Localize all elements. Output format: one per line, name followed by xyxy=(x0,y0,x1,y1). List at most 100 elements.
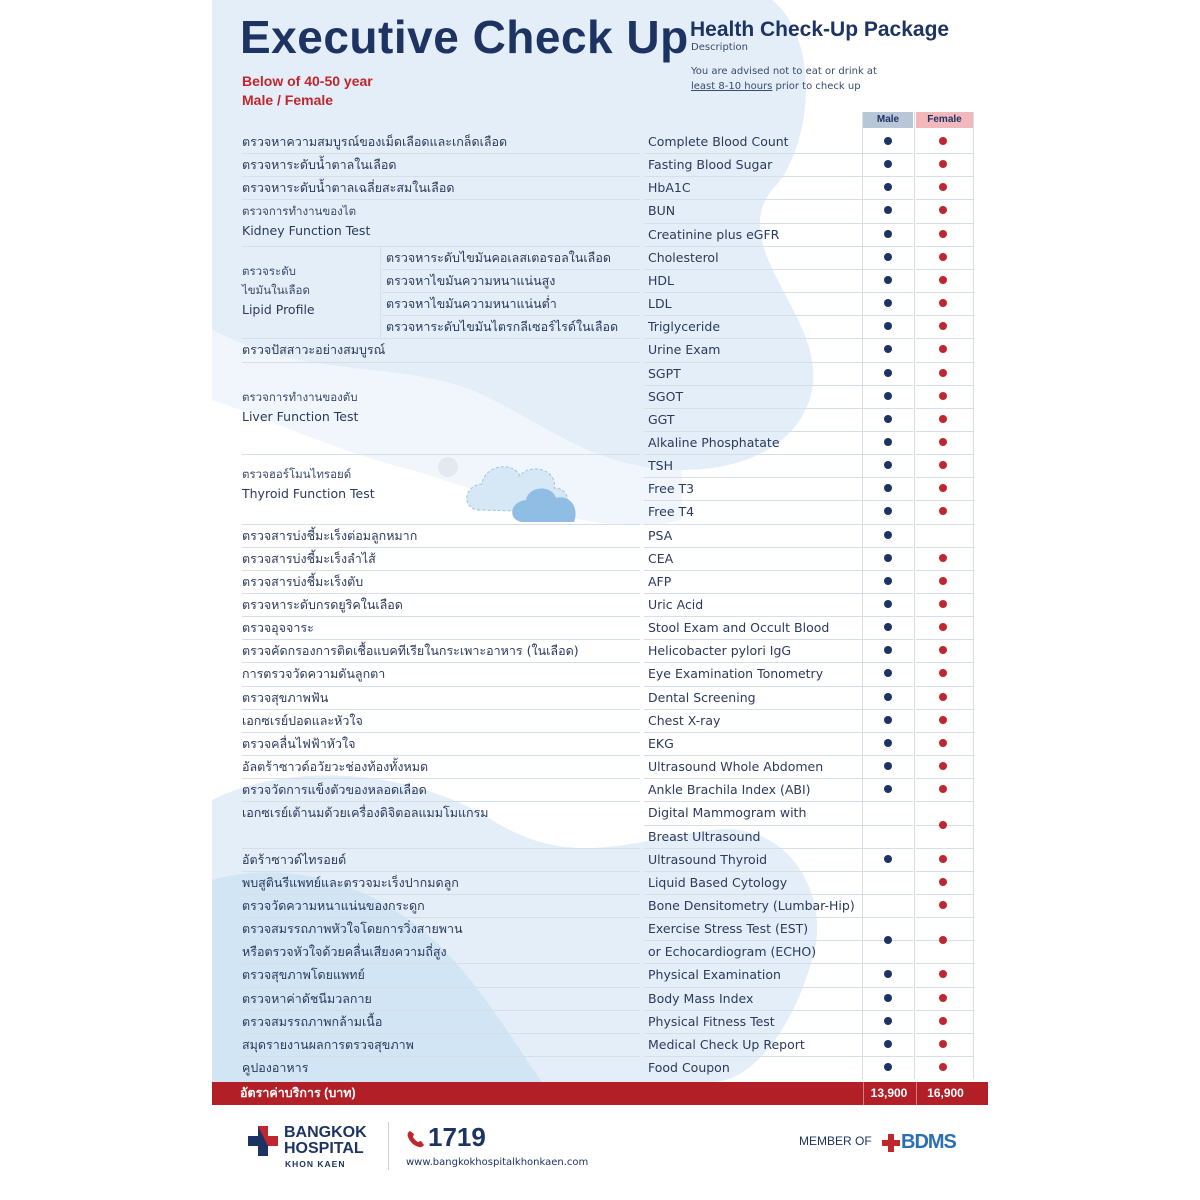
female-included-dot xyxy=(939,160,947,169)
row-divider xyxy=(916,1056,973,1057)
male-included-dot xyxy=(884,1039,892,1048)
footer-divider xyxy=(388,1122,389,1170)
female-included-dot xyxy=(939,368,947,377)
bdms-logo: BDMS xyxy=(901,1131,957,1153)
row-divider xyxy=(916,801,973,803)
row-divider xyxy=(644,430,862,432)
row-divider xyxy=(863,176,913,178)
row-english-label: CEA xyxy=(648,550,674,566)
row-english-label: Bone Densitometry (Lumbar-Hip) xyxy=(648,897,855,913)
group-liver-th: ตรวจการทำงานของตับ xyxy=(242,390,358,404)
group-thyroid: ตรวจฮอร์โมนไทรอยด์ Thyroid Function Test xyxy=(242,465,375,503)
row-thai-label: ตรวจสมรรถภาพกล้ามเนื้อ xyxy=(242,1013,383,1029)
row-divider xyxy=(644,616,862,618)
male-included-dot xyxy=(884,391,892,400)
table-row: อัตร้าซาวด์ไทรอยด์ Ultrasound Thyroid xyxy=(212,848,988,871)
row-divider xyxy=(644,315,862,317)
row-divider xyxy=(644,361,862,363)
row-thai-label: อัตร้าซาวด์ไทรอยด์ xyxy=(242,851,347,867)
row-english-label: SGPT xyxy=(648,365,681,381)
group-liver-en: Liver Function Test xyxy=(242,409,359,424)
row-divider xyxy=(242,917,640,919)
row-thai-label: ตรวจสารบ่งชี้มะเร็งตับ xyxy=(242,573,364,589)
row-divider xyxy=(863,1032,913,1034)
row-divider xyxy=(916,569,973,571)
price-bar: อัตราค่าบริการ (บาท) 13,900 16,900 xyxy=(212,1082,988,1105)
row-divider xyxy=(242,361,640,363)
row-divider xyxy=(863,245,913,247)
row-divider xyxy=(863,847,913,849)
row-divider xyxy=(242,731,640,733)
row-english-label: TSH xyxy=(648,458,673,474)
row-divider xyxy=(644,778,862,780)
row-divider xyxy=(916,268,973,270)
female-included-dot xyxy=(939,437,947,446)
table-row: TSH xyxy=(212,454,988,477)
row-thai-label: ตรวจอุจจาระ xyxy=(242,620,314,636)
row-divider xyxy=(382,315,640,317)
male-included-dot xyxy=(884,936,892,945)
row-divider xyxy=(863,1056,913,1057)
table-row: เอกซเรย์ปอดและหัวใจ Chest X-ray xyxy=(212,709,988,732)
hotline-number[interactable]: 1719 xyxy=(406,1122,486,1153)
female-included-dot xyxy=(939,322,947,331)
price-label: อัตราค่าบริการ (บาท) xyxy=(240,1086,356,1100)
row-english-label: Liquid Based Cytology xyxy=(648,874,788,890)
row-divider xyxy=(644,1032,862,1034)
group-lipid-en: Lipid Profile xyxy=(242,302,315,317)
row-divider xyxy=(644,454,862,456)
group-lipid: ตรวจระดับ ไขมันในเลือด Lipid Profile xyxy=(242,262,315,319)
row-english-label: Free T3 xyxy=(648,481,695,497)
row-divider xyxy=(916,917,973,919)
fasting-advice-rest: prior to check up xyxy=(772,81,861,92)
hotline-text: 1719 xyxy=(428,1122,486,1152)
website-link[interactable]: www.bangkokhospitalkhonkaen.com xyxy=(406,1157,589,1168)
row-divider xyxy=(644,639,862,641)
row-divider xyxy=(863,292,913,294)
row-divider xyxy=(644,801,862,803)
row-english-label: Physical Fitness Test xyxy=(648,1013,775,1029)
male-included-dot xyxy=(884,576,892,585)
female-included-dot xyxy=(939,1016,947,1025)
row-thai-label: การตรวจวัดความดันลูกตา xyxy=(242,666,386,682)
male-included-dot xyxy=(884,970,892,979)
table-row: GGT xyxy=(212,408,988,431)
row-divider xyxy=(863,986,913,988)
row-divider xyxy=(863,500,913,502)
female-included-dot xyxy=(939,993,947,1002)
row-divider xyxy=(242,454,640,456)
row-divider xyxy=(916,176,973,178)
row-english-label: HDL xyxy=(648,272,674,288)
row-divider xyxy=(644,870,862,872)
male-included-dot xyxy=(884,206,892,215)
row-english-label: Dental Screening xyxy=(648,689,756,705)
column-divider xyxy=(862,112,863,1080)
row-divider xyxy=(916,616,973,618)
fasting-advice-line1: You are advised not to eat or drink at xyxy=(691,66,877,77)
row-divider xyxy=(644,593,862,594)
row-divider xyxy=(242,593,640,594)
row-divider xyxy=(863,755,913,757)
row-thai-label: ตรวจหาระดับน้ำตาลในเลือด xyxy=(242,157,397,173)
row-divider xyxy=(916,292,973,294)
table-row: ตรวจอุจจาระ Stool Exam and Occult Blood xyxy=(212,616,988,639)
female-included-dot xyxy=(939,252,947,261)
member-of-label: MEMBER OF xyxy=(799,1134,872,1148)
row-divider xyxy=(242,986,640,988)
row-divider xyxy=(863,616,913,618)
row-divider xyxy=(916,778,973,780)
table-row: อัลตร้าซาวด์อวัยวะช่องท้องทั้งหมด Ultraso… xyxy=(212,755,988,778)
female-included-dot xyxy=(939,229,947,238)
table-row: ตรวจหาไขมันความหนาแน่นสูง HDL xyxy=(212,269,988,292)
row-divider xyxy=(644,1056,862,1057)
male-included-dot xyxy=(884,437,892,446)
female-included-dot xyxy=(939,600,947,608)
gender: Male / Female xyxy=(242,92,334,108)
row-english-label: Complete Blood Count xyxy=(648,134,789,149)
female-included-dot xyxy=(939,576,947,585)
female-included-dot xyxy=(939,623,947,632)
female-included-dot xyxy=(939,553,947,562)
row-divider xyxy=(863,546,913,548)
row-divider xyxy=(916,500,973,502)
row-thai-label: ตรวจหาระดับไขมันไตรกลีเซอร์ไรด์ในเลือด xyxy=(386,319,619,335)
